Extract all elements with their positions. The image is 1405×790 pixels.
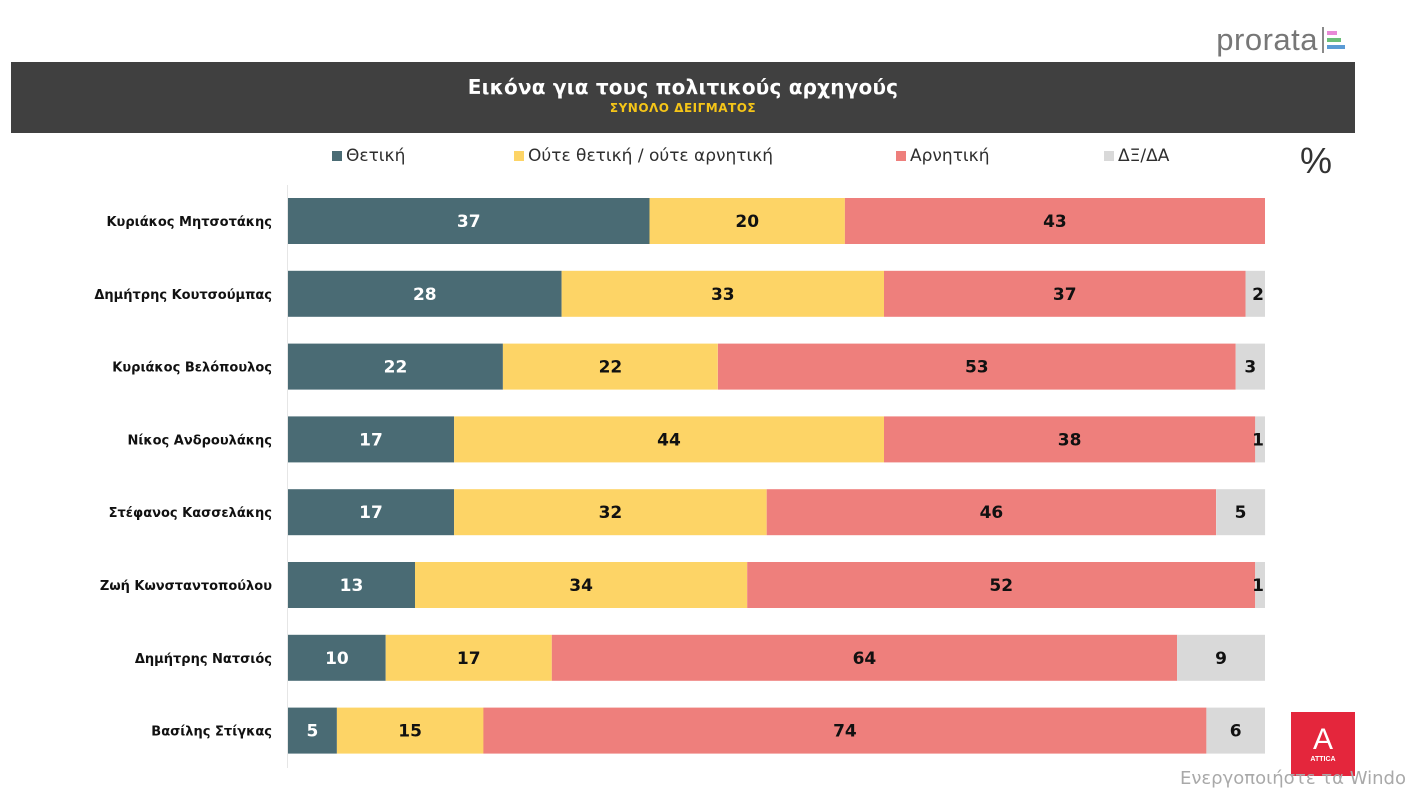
data-label: 6 (1230, 722, 1242, 742)
legend-label: Θετική (346, 146, 406, 166)
data-label: 37 (457, 212, 481, 232)
bar-segment (288, 343, 503, 390)
category-label: Δημήτρης Κουτσούμπας (94, 288, 272, 303)
windows-activation-watermark: Ενεργοποιήστε τα Windo (1180, 768, 1405, 789)
bar-segment (766, 489, 1217, 536)
bar-segment (454, 416, 884, 463)
percent-unit-symbol: % (1300, 140, 1333, 181)
bar-segment (336, 707, 484, 754)
category-label: Κυριάκος Βελόπουλος (112, 361, 272, 376)
bar-segment (288, 707, 337, 754)
legend-swatch (514, 151, 524, 161)
attica-logo: A ATTICA (1291, 712, 1355, 776)
data-label: 3 (1244, 358, 1256, 378)
bar-segment (288, 634, 386, 681)
data-label: 1 (1252, 576, 1264, 596)
bar-segment (1206, 707, 1265, 754)
category-label: Βασίλης Στίγκας (151, 725, 272, 740)
bar-segment (483, 707, 1207, 754)
data-label: 22 (384, 358, 408, 378)
bar-segment (1255, 562, 1265, 608)
bar-segment (747, 562, 1256, 608)
bar-segment (288, 270, 562, 317)
data-label: 44 (657, 430, 681, 450)
data-label: 38 (1058, 430, 1082, 450)
category-label: Ζωή Κωνσταντοπούλου (100, 579, 272, 594)
legend-item-negative: Αρνητική (896, 146, 989, 166)
bar-segment (454, 489, 767, 536)
legend-swatch (896, 151, 906, 161)
bar-segment (649, 198, 845, 244)
legend-item-dont-know: ΔΞ/ΔΑ (1104, 146, 1169, 166)
legend-label: ΔΞ/ΔΑ (1118, 146, 1170, 166)
category-label: Νίκος Ανδρουλάκης (127, 433, 272, 448)
bar-segment (1216, 489, 1266, 536)
bar-segment (288, 416, 455, 463)
prorata-bars-icon (1322, 26, 1345, 54)
bar-segment (1255, 416, 1265, 463)
data-label: 20 (735, 212, 759, 232)
data-label: 46 (980, 503, 1004, 523)
legend-swatch (332, 151, 342, 161)
data-label: 28 (413, 285, 437, 305)
bar-segment (551, 634, 1178, 681)
bar-segment (1177, 634, 1265, 681)
bars-layer: Κυριάκος Μητσοτάκης 37 20 43 Δημήτρης Κουτσο… (94, 198, 1266, 754)
data-label: 9 (1215, 649, 1227, 669)
bar-segment (1245, 270, 1265, 317)
data-label: 5 (1235, 503, 1247, 523)
bar-segment (561, 270, 884, 317)
data-label: 52 (989, 576, 1013, 596)
bar-segment (884, 416, 1256, 463)
data-label: 17 (359, 430, 383, 450)
chart-header: Εικόνα για τους πολιτικούς αρχηγούς ΣΥΝΟ… (11, 62, 1355, 133)
legend-swatch (1104, 151, 1114, 161)
bar-segment (1235, 343, 1265, 390)
category-label: Κυριάκος Μητσοτάκης (106, 215, 272, 230)
attica-logo-text: ATTICA (1310, 755, 1336, 763)
data-label: 1 (1252, 430, 1264, 450)
bar-segment (844, 198, 1265, 244)
bar-segment (415, 562, 748, 608)
data-label: 13 (340, 576, 364, 596)
data-label: 37 (1053, 285, 1077, 305)
bar-segment (884, 270, 1246, 317)
category-label: Δημήτρης Νατσιός (135, 652, 272, 667)
bar-segment (288, 562, 415, 608)
data-label: 33 (711, 285, 735, 305)
attica-a-icon: A (1312, 722, 1333, 756)
chart-title: Εικόνα για τους πολιτικούς αρχηγούς (467, 75, 899, 99)
category-label: Στέφανος Κασσελάκης (109, 506, 272, 521)
data-label: 15 (398, 722, 422, 742)
brand-name: prorata (1216, 22, 1318, 57)
bar-segment (717, 343, 1236, 390)
data-label: 43 (1043, 212, 1067, 232)
data-label: 22 (599, 358, 623, 378)
bar-segment (288, 489, 455, 536)
data-label: 74 (833, 722, 857, 742)
data-label: 17 (359, 503, 383, 523)
legend-item-positive: Θετική (332, 146, 405, 166)
data-label: 5 (306, 722, 318, 742)
data-label: 32 (599, 503, 623, 523)
bar-segment (385, 634, 552, 681)
bar-segment (502, 343, 718, 390)
bar-segment (288, 198, 650, 244)
data-label: 2 (1252, 285, 1264, 305)
data-label: 17 (457, 649, 481, 669)
data-label: 10 (325, 649, 349, 669)
legend-label: Αρνητική (910, 146, 990, 166)
prorata-logo: prorata (1216, 22, 1345, 58)
data-label: 34 (569, 576, 593, 596)
chart-subtitle: ΣΥΝΟΛΟ ΔΕΙΓΜΑΤΟΣ (609, 101, 757, 115)
data-label: 64 (853, 649, 877, 669)
data-label: 53 (965, 358, 989, 378)
legend-item-neutral: Ούτε θετική / ούτε αρνητική (514, 146, 773, 166)
legend-label: Ούτε θετική / ούτε αρνητική (528, 146, 774, 166)
